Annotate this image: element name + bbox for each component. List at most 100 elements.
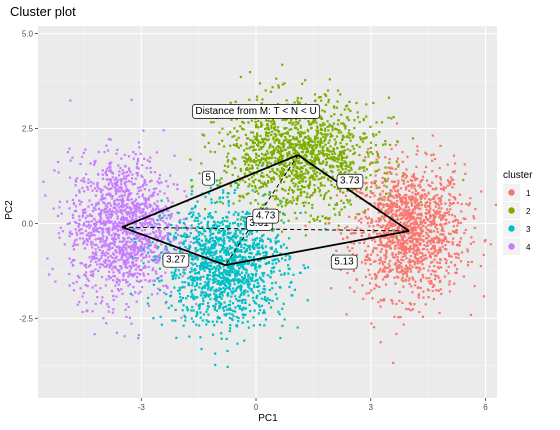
point bbox=[148, 180, 152, 183]
point bbox=[81, 310, 84, 314]
point bbox=[413, 223, 416, 226]
point bbox=[336, 160, 339, 163]
point bbox=[408, 211, 412, 214]
point bbox=[318, 152, 321, 155]
point bbox=[303, 164, 306, 168]
point bbox=[272, 149, 275, 153]
point bbox=[457, 256, 460, 260]
point bbox=[126, 236, 129, 240]
point bbox=[438, 204, 441, 207]
point bbox=[96, 237, 99, 240]
point bbox=[431, 134, 434, 137]
point bbox=[268, 298, 271, 301]
point bbox=[138, 246, 142, 249]
point bbox=[426, 237, 429, 240]
point bbox=[416, 253, 419, 256]
point bbox=[254, 187, 257, 190]
point bbox=[328, 139, 331, 142]
point bbox=[281, 142, 285, 145]
point bbox=[366, 258, 369, 262]
point bbox=[419, 286, 422, 290]
point bbox=[384, 219, 387, 222]
point bbox=[401, 255, 404, 258]
point bbox=[316, 129, 320, 133]
point bbox=[229, 257, 232, 260]
point bbox=[170, 215, 173, 218]
point bbox=[310, 155, 314, 159]
point bbox=[109, 247, 112, 250]
point bbox=[393, 315, 396, 318]
point bbox=[77, 222, 80, 225]
point bbox=[144, 278, 147, 282]
point bbox=[94, 260, 97, 264]
point bbox=[159, 230, 162, 233]
point bbox=[212, 224, 215, 227]
point bbox=[442, 233, 445, 236]
point bbox=[191, 282, 194, 285]
point bbox=[407, 247, 410, 251]
point bbox=[350, 232, 353, 235]
point bbox=[229, 185, 233, 188]
point bbox=[379, 243, 383, 246]
point bbox=[260, 175, 263, 178]
point bbox=[328, 164, 332, 167]
point bbox=[402, 216, 405, 219]
point bbox=[259, 185, 263, 189]
point bbox=[227, 264, 230, 267]
point bbox=[307, 119, 310, 123]
point bbox=[261, 171, 264, 175]
point bbox=[112, 298, 115, 302]
point bbox=[472, 215, 475, 218]
point bbox=[107, 228, 110, 231]
point bbox=[283, 213, 286, 216]
point bbox=[218, 243, 221, 246]
point bbox=[304, 144, 307, 148]
point bbox=[207, 141, 210, 145]
point bbox=[380, 236, 383, 239]
point bbox=[244, 180, 247, 184]
point bbox=[207, 252, 210, 255]
point bbox=[413, 184, 416, 187]
point bbox=[236, 241, 239, 244]
point bbox=[156, 200, 159, 203]
point bbox=[123, 153, 126, 156]
point bbox=[219, 221, 222, 225]
point bbox=[216, 200, 219, 204]
point bbox=[342, 136, 345, 139]
point bbox=[142, 266, 145, 269]
point bbox=[438, 237, 441, 240]
point bbox=[316, 171, 319, 174]
point bbox=[191, 185, 194, 188]
point bbox=[161, 216, 164, 219]
point bbox=[431, 260, 434, 264]
point bbox=[448, 280, 451, 283]
point bbox=[392, 115, 395, 119]
point bbox=[309, 127, 313, 130]
point bbox=[112, 241, 115, 245]
point bbox=[131, 213, 135, 216]
point bbox=[373, 287, 376, 290]
point bbox=[326, 149, 330, 152]
point bbox=[139, 211, 142, 215]
point bbox=[181, 275, 184, 278]
point bbox=[300, 131, 303, 134]
point bbox=[123, 229, 126, 232]
point bbox=[409, 179, 412, 182]
point bbox=[283, 142, 286, 146]
point bbox=[432, 153, 435, 156]
point bbox=[108, 265, 112, 268]
point bbox=[342, 156, 345, 159]
point bbox=[391, 242, 394, 245]
point bbox=[175, 229, 178, 232]
point bbox=[56, 214, 60, 218]
point bbox=[218, 184, 222, 188]
point bbox=[404, 213, 407, 217]
point bbox=[359, 228, 362, 231]
point bbox=[83, 209, 86, 212]
point bbox=[354, 171, 357, 174]
point bbox=[304, 234, 307, 237]
point bbox=[257, 126, 260, 129]
point bbox=[174, 319, 177, 322]
point bbox=[304, 160, 307, 163]
point bbox=[304, 143, 307, 146]
